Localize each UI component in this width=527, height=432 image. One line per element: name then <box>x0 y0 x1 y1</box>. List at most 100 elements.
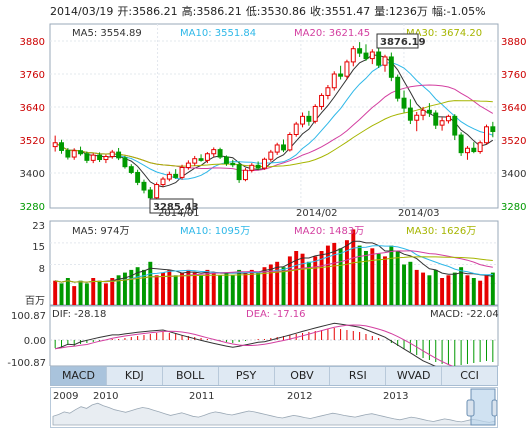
tab-boll[interactable]: BOLL <box>163 367 219 385</box>
candle-body <box>319 94 325 107</box>
legend-ma5: MA5: 3554.89 <box>72 28 142 39</box>
volume-bar <box>313 256 318 305</box>
macd-lines <box>55 322 454 366</box>
navigator-handle-right[interactable] <box>491 399 498 417</box>
tab-wvad[interactable]: WVAD <box>386 367 443 385</box>
candle-body <box>287 134 293 151</box>
legend-ma10: MA10: 3551.84 <box>180 28 256 39</box>
vol-legend-ma30: MA30: 1626万 <box>406 226 476 237</box>
time-navigator[interactable]: 2009 2010 2011 2012 2013 <box>50 387 498 428</box>
volume-bar <box>110 278 115 305</box>
tab-kdj[interactable]: KDJ <box>107 367 163 385</box>
quote-open: 开:3586.21 <box>117 5 178 18</box>
candle-body <box>141 181 147 191</box>
volume-bar <box>237 269 242 305</box>
volume-bar <box>65 278 70 305</box>
candle-body <box>192 158 198 164</box>
tab-obv[interactable]: OBV <box>275 367 331 385</box>
candle-body <box>445 115 451 122</box>
navigator-series-area <box>52 402 496 426</box>
tab-psy[interactable]: PSY <box>219 367 275 385</box>
ma30-line <box>54 100 493 168</box>
candle-body <box>331 73 337 89</box>
volume-bar <box>211 272 216 305</box>
tab-macd[interactable]: MACD <box>51 367 107 385</box>
candle-body <box>395 76 401 99</box>
navigator-handle-left[interactable] <box>466 399 475 417</box>
volume-bar <box>395 251 400 305</box>
candle-body <box>147 189 153 199</box>
x-label-0: 2014/01 <box>158 208 200 219</box>
volume-bar <box>205 269 210 305</box>
dif-line <box>55 322 437 366</box>
quote-close: 收:3551.47 <box>310 5 371 18</box>
macd-tick-0: 100.87 <box>11 311 46 322</box>
quote-info-bar: 2014/03/19 开:3586.21 高:3586.21 低:3530.86 收:3… <box>50 3 490 18</box>
candle-body <box>350 48 356 63</box>
low-callout: 3285.43 <box>149 198 199 214</box>
candle-body <box>274 144 280 153</box>
tab-rsi[interactable]: RSI <box>330 367 387 385</box>
vol-unit: 百万 <box>25 295 45 307</box>
volume-bar <box>167 269 172 305</box>
candle-body <box>78 150 84 155</box>
candle-body <box>59 142 64 151</box>
price-x-axis: 2014/01 2014/02 2014/03 <box>158 208 440 219</box>
quote-high: 高:3586.21 <box>181 5 242 18</box>
vol-legend-ma10: MA10: 1095万 <box>180 226 250 237</box>
x-label-1: 2014/02 <box>296 208 338 219</box>
volume-bar <box>59 283 64 305</box>
high-callout: 3876.19 <box>376 33 426 49</box>
price-tick-right-1: 3760 <box>501 70 526 81</box>
candle-body <box>160 178 166 186</box>
tab-cci[interactable]: CCI <box>460 369 479 382</box>
price-tick-right-3: 3520 <box>501 136 526 147</box>
volume-bar <box>268 264 273 305</box>
price-tick-left-2: 3640 <box>20 103 45 114</box>
price-tick-left-0: 3880 <box>20 37 45 48</box>
vol-legend-ma20: MA20: 1483万 <box>294 226 364 237</box>
candle-body <box>325 87 331 96</box>
candle-body <box>179 167 185 178</box>
candle-body <box>452 115 458 136</box>
volume-bar <box>300 253 305 305</box>
candle-body <box>477 142 483 153</box>
volume-bar <box>186 269 191 305</box>
volume-bar <box>154 275 159 305</box>
legend-ma20: MA20: 3621.45 <box>294 28 370 39</box>
volume-bar <box>427 275 432 305</box>
volume-bar <box>199 275 204 305</box>
volume-bar <box>53 280 58 305</box>
navigator-year-labels: 2009 2010 2011 2012 2013 <box>53 391 408 402</box>
candle-body <box>439 120 445 126</box>
ma5-line <box>54 54 494 188</box>
volume-bar <box>351 229 356 305</box>
navigator-chart[interactable]: 2009 2010 2011 2012 2013 <box>51 388 498 427</box>
volume-bar <box>325 245 330 305</box>
quote-volume: 量:1236万 <box>374 5 428 18</box>
navigator-selection[interactable] <box>470 388 496 426</box>
volume-bar <box>72 286 77 305</box>
candle-body <box>357 48 363 54</box>
volume-ma-lines <box>55 240 493 283</box>
candle-body <box>458 134 464 154</box>
volume-bar <box>446 275 451 305</box>
candle-body <box>281 144 286 151</box>
candle-body <box>71 150 77 158</box>
price-tick-left-4: 3400 <box>20 169 45 180</box>
candle-body <box>401 97 407 109</box>
candle-body <box>185 162 191 169</box>
candle-body <box>122 157 128 168</box>
price-tick-right-0: 3880 <box>501 37 526 48</box>
stock-chart[interactable]: 3880 3760 3640 3520 3400 3280 3880 3760 … <box>0 0 527 366</box>
price-y-axis-left: 3880 3760 3640 3520 3400 3280 <box>20 37 45 213</box>
navigator-area <box>52 402 496 426</box>
volume-bar <box>389 245 394 305</box>
candle-body <box>300 115 306 125</box>
nav-year-0: 2009 <box>53 391 78 402</box>
volume-bar <box>287 256 292 305</box>
candle-body <box>388 56 394 78</box>
price-panel[interactable] <box>49 23 499 209</box>
volume-bar <box>433 269 438 305</box>
volume-bar <box>148 261 153 305</box>
